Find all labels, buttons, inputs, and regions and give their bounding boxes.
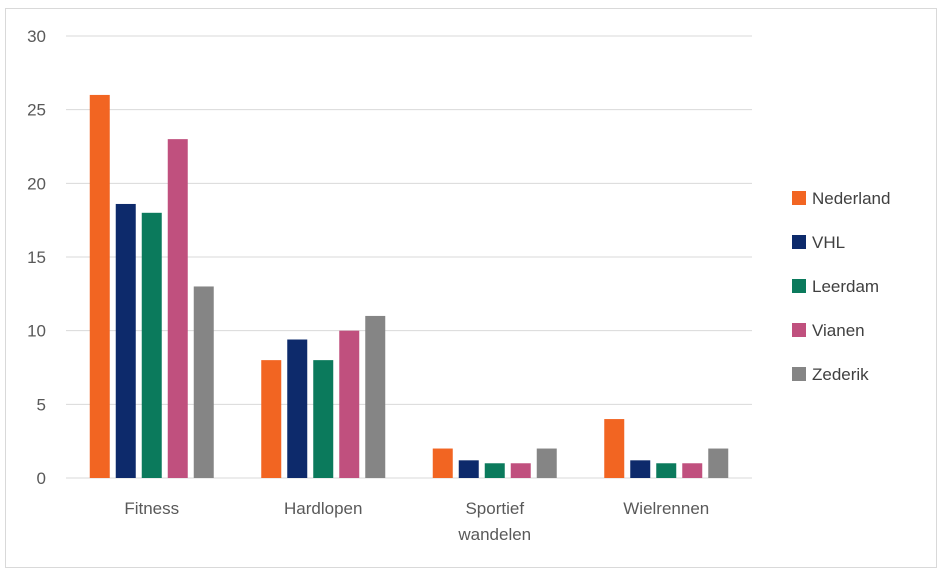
legend-swatch-vhl bbox=[792, 235, 806, 249]
bar-nederland-0 bbox=[89, 94, 110, 478]
x-tick-label: Sportief bbox=[465, 499, 524, 518]
y-axis-ticks: 0 5 10 15 20 25 30 bbox=[27, 27, 46, 488]
bar-vianen-2 bbox=[510, 463, 531, 478]
bar-nederland-3 bbox=[604, 419, 625, 478]
legend: Nederland VHL Leerdam Vianen Zederik bbox=[792, 189, 890, 384]
bar-zederik-2 bbox=[536, 448, 557, 478]
legend-label-vhl: VHL bbox=[812, 233, 845, 252]
legend-swatch-nederland bbox=[792, 191, 806, 205]
x-tick-label: Fitness bbox=[124, 499, 179, 518]
legend-label-vianen: Vianen bbox=[812, 321, 865, 340]
bar-leerdam-2 bbox=[484, 463, 505, 478]
bars bbox=[89, 94, 729, 479]
bar-nederland-1 bbox=[261, 360, 282, 478]
bar-vhl-1 bbox=[287, 339, 308, 478]
x-tick-label: wandelen bbox=[457, 525, 531, 544]
legend-label-leerdam: Leerdam bbox=[812, 277, 879, 296]
legend-swatch-leerdam bbox=[792, 279, 806, 293]
bar-vhl-2 bbox=[458, 460, 479, 478]
bar-leerdam-3 bbox=[656, 463, 677, 478]
y-tick-label: 20 bbox=[27, 174, 46, 193]
y-tick-label: 5 bbox=[37, 395, 46, 414]
y-tick-label: 10 bbox=[27, 322, 46, 341]
y-tick-label: 0 bbox=[37, 469, 46, 488]
legend-label-nederland: Nederland bbox=[812, 189, 890, 208]
bar-zederik-0 bbox=[193, 286, 214, 478]
legend-label-zederik: Zederik bbox=[812, 365, 869, 384]
bar-zederik-3 bbox=[708, 448, 729, 478]
bar-nederland-2 bbox=[432, 448, 453, 478]
bar-vianen-3 bbox=[682, 463, 703, 478]
bar-zederik-1 bbox=[365, 315, 386, 478]
y-tick-label: 25 bbox=[27, 101, 46, 120]
y-tick-label: 30 bbox=[27, 27, 46, 46]
bar-vhl-0 bbox=[115, 203, 136, 478]
bar-leerdam-1 bbox=[313, 360, 334, 478]
x-tick-label: Hardlopen bbox=[284, 499, 362, 518]
bar-leerdam-0 bbox=[141, 212, 162, 479]
bar-vianen-1 bbox=[339, 330, 360, 478]
legend-swatch-zederik bbox=[792, 367, 806, 381]
legend-swatch-vianen bbox=[792, 323, 806, 337]
y-tick-label: 15 bbox=[27, 248, 46, 267]
x-tick-label: Wielrennen bbox=[623, 499, 709, 518]
bar-vhl-3 bbox=[630, 460, 651, 478]
x-axis-ticks: Fitness Hardlopen Sportief wandelen Wielrenn… bbox=[124, 499, 709, 544]
bar-vianen-0 bbox=[167, 139, 188, 478]
